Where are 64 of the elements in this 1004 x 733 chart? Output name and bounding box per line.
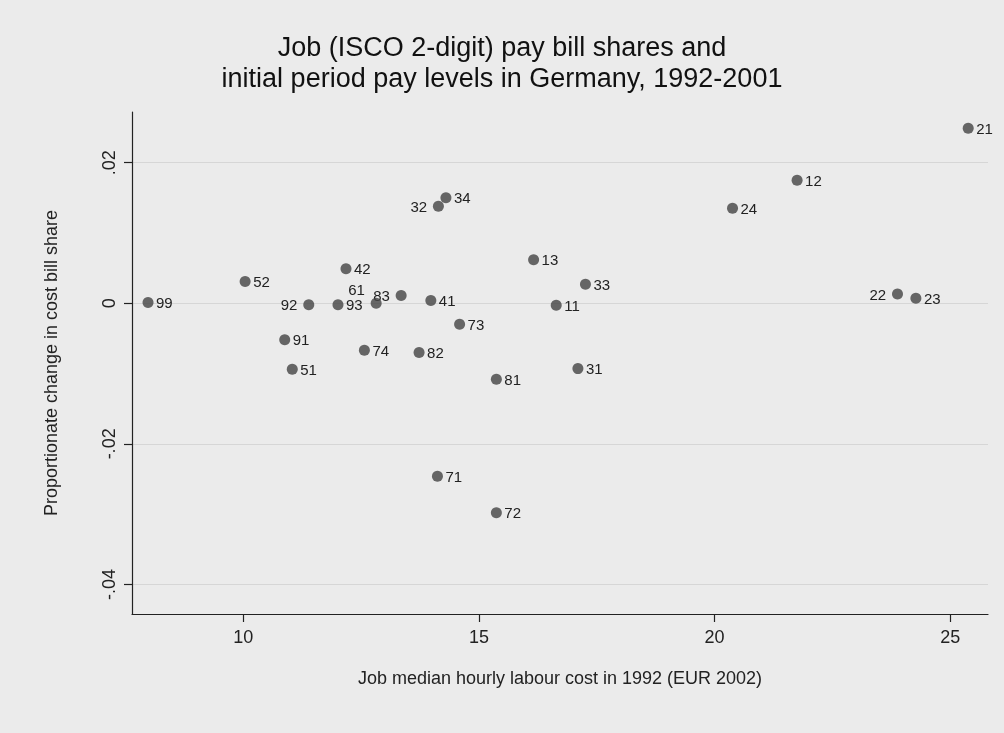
point <box>432 200 444 212</box>
x-tick-label: 25 <box>940 627 961 647</box>
annotation: 82 <box>427 343 444 361</box>
point <box>425 294 437 306</box>
annotation: 72 <box>504 504 522 522</box>
annotation: 83 <box>373 287 390 304</box>
y-tick-label: .02 <box>99 150 119 176</box>
point <box>579 278 591 290</box>
y-tick-label: -.04 <box>99 568 119 600</box>
annotation: 73 <box>467 315 485 333</box>
point <box>286 363 298 375</box>
annotation: 24 <box>740 199 758 217</box>
point <box>340 263 352 275</box>
annotation: 23 <box>923 289 941 307</box>
annotation: 61 <box>348 280 365 298</box>
annotation: 71 <box>445 467 463 485</box>
point <box>727 202 739 214</box>
point <box>892 288 903 300</box>
annotation: 91 <box>292 331 310 349</box>
annotation: 41 <box>438 291 456 309</box>
point <box>490 373 502 385</box>
x-tick-label: 15 <box>468 627 489 647</box>
annotation: 12 <box>805 171 822 189</box>
annotation: 99 <box>156 294 173 312</box>
x-axis-title: Job median hourly labour cost in 1992 (EUR 2002) <box>357 668 763 688</box>
point <box>550 299 562 311</box>
point <box>791 174 803 186</box>
point <box>572 363 584 375</box>
annotation: 92 <box>280 296 298 314</box>
y-tick-label: -.02 <box>99 428 119 460</box>
annotation: 13 <box>541 251 559 269</box>
annotation: 11 <box>564 296 580 314</box>
annotation: 21 <box>976 119 993 137</box>
annotation: 34 <box>453 189 471 207</box>
point <box>332 299 344 311</box>
x-tick-label: 10 <box>233 627 254 647</box>
annotation: 32 <box>410 197 428 215</box>
point <box>910 292 922 304</box>
annotation: 51 <box>300 360 317 378</box>
point <box>962 122 974 134</box>
point <box>395 290 407 301</box>
point <box>358 344 370 356</box>
point <box>454 318 466 330</box>
annotation: 74 <box>372 341 390 359</box>
point <box>431 470 443 482</box>
point <box>413 346 425 358</box>
point <box>440 192 452 204</box>
point <box>303 299 315 311</box>
annotation: 33 <box>593 275 611 293</box>
x-tick-label: 20 <box>704 627 725 647</box>
annotation: 22 <box>869 285 887 303</box>
y-tick-label: 0 <box>99 298 119 309</box>
point <box>490 507 502 519</box>
point <box>279 334 291 346</box>
annotation: 31 <box>585 360 603 378</box>
point <box>142 297 154 309</box>
annotation: 52 <box>253 272 270 290</box>
point <box>239 275 251 287</box>
chart-title: Job (ISCO 2-digit) pay bill shares and initial period pay levels in Germany, 1992-2001 <box>221 31 783 93</box>
annotation: 81 <box>504 370 522 388</box>
annotation: 42 <box>354 260 371 278</box>
point <box>528 254 540 266</box>
y-axis-title: Proportionate change in cost bill share <box>41 209 61 517</box>
annotation: 93 <box>345 296 363 314</box>
